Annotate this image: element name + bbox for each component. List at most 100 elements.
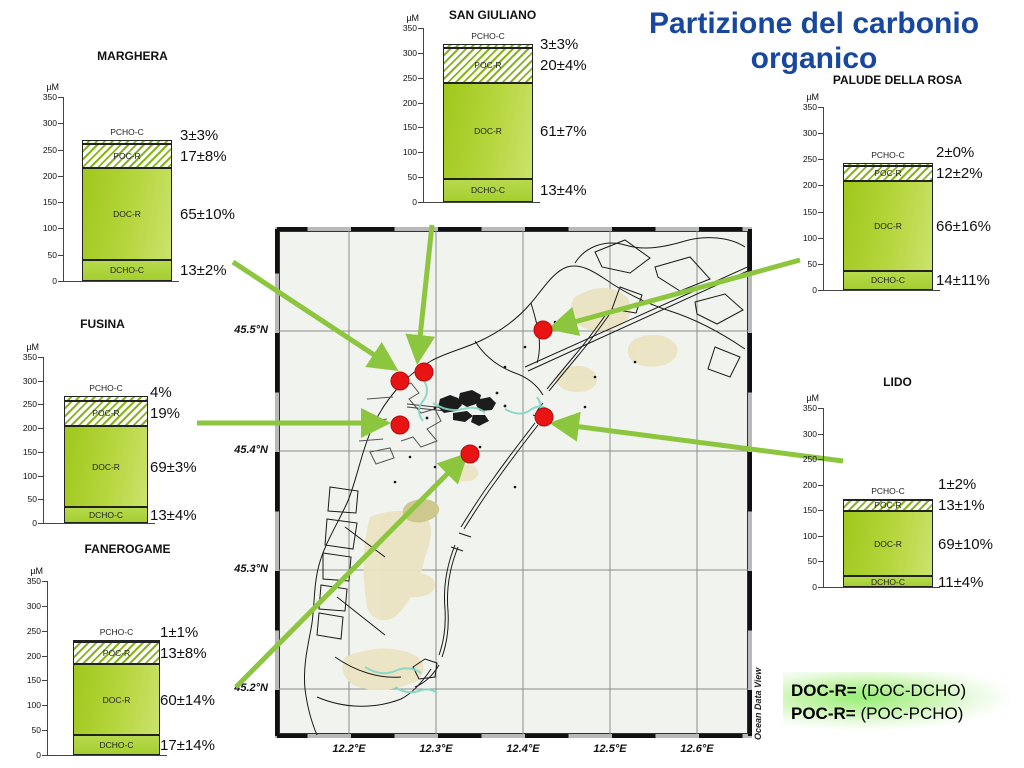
y-tick-mark <box>818 211 823 213</box>
bar-segment-pcho-c <box>843 498 933 501</box>
segment-name-dcho-c: DCHO-C <box>89 510 123 521</box>
lat-label-45.4: 45.4°N <box>234 444 268 456</box>
pct-label-poc-r: 17±8% <box>180 148 227 166</box>
bar-segment-doc-r <box>64 425 148 508</box>
y-tick-mark <box>818 459 823 461</box>
x-base-line <box>47 755 167 756</box>
pct-label-pcho-c: 1±2% <box>938 476 977 494</box>
y-tick-mark <box>818 561 823 563</box>
y-tick-label: 0 <box>32 518 37 528</box>
pct-label-doc-r: 69±10% <box>938 535 993 553</box>
pct-label-dcho-c: 14±11% <box>936 272 990 290</box>
y-tick-label: 200 <box>26 650 41 661</box>
y-tick-mark <box>58 202 63 204</box>
segment-name-pcho-c: PCHO-C <box>471 31 505 42</box>
y-axis-unit: µM <box>26 342 39 352</box>
y-tick-mark <box>818 107 823 108</box>
y-tick-label: 200 <box>42 170 57 181</box>
chart-title-fusina: FUSINA <box>80 317 125 331</box>
y-axis-unit: µM <box>406 13 419 23</box>
pct-label-dcho-c: 11±4% <box>938 573 984 591</box>
y-axis-unit: µM <box>806 393 819 403</box>
slide-title: Partizione del carbonio organico <box>604 6 1024 76</box>
bar-segment-poc-r <box>64 400 148 426</box>
y-tick-mark <box>818 290 823 291</box>
chart-title-marghera: MARGHERA <box>97 49 168 63</box>
y-tick-mark <box>42 730 47 732</box>
slide-title-line1: Partizione del carbonio <box>648 7 980 40</box>
pct-label-poc-r: 12±2% <box>936 165 983 183</box>
legend-poc-term: POC-R= <box>791 704 856 723</box>
y-tick-label: 0 <box>812 582 817 592</box>
lat-label-45.3: 45.3°N <box>234 563 268 575</box>
segment-name-doc-r: DOC-R <box>874 538 902 549</box>
y-tick-label: 350 <box>22 352 37 362</box>
lon-label-12.3: 12.3°E <box>419 743 453 755</box>
pct-label-pcho-c: 4% <box>150 384 172 402</box>
y-tick-label: 200 <box>802 180 817 191</box>
bar-segment-pcho-c <box>443 44 533 48</box>
y-tick-mark <box>818 237 823 239</box>
y-tick-label: 50 <box>31 725 41 736</box>
bar-segment-doc-r <box>82 167 172 260</box>
segment-name-pcho-c: PCHO-C <box>89 382 123 393</box>
y-tick-mark <box>42 705 47 707</box>
slide-title-line2: organico <box>750 42 878 75</box>
y-tick-mark <box>818 133 823 135</box>
pct-label-poc-r: 13±8% <box>160 644 207 662</box>
pct-label-pcho-c: 2±0% <box>936 144 975 162</box>
segment-name-pcho-c: PCHO-C <box>871 149 905 160</box>
y-tick-label: 250 <box>42 144 57 155</box>
legend-doc-def: (DOC-DCHO) <box>856 681 967 700</box>
y-tick-label: 0 <box>812 285 817 295</box>
x-base-line <box>63 281 179 282</box>
y-tick-label: 250 <box>802 454 817 465</box>
y-tick-mark <box>58 123 63 125</box>
pct-label-pcho-c: 1±1% <box>160 623 199 641</box>
segment-name-pcho-c: PCHO-C <box>871 485 905 496</box>
pct-label-pcho-c: 3±3% <box>540 36 579 54</box>
bar-segment-dcho-c <box>64 507 148 523</box>
y-tick-label: 300 <box>402 47 417 58</box>
segment-name-doc-r: DOC-R <box>474 125 502 136</box>
y-tick-label: 250 <box>402 72 417 83</box>
bar-segment-pcho-c <box>843 162 933 166</box>
y-tick-mark <box>42 630 47 632</box>
y-tick-label: 50 <box>807 258 817 269</box>
y-tick-mark <box>418 202 423 203</box>
y-tick-label: 200 <box>22 423 37 434</box>
bar-segment-dcho-c <box>82 259 172 281</box>
chart-fanerogame: FANEROGAME µM 0 50 100 150 200 250 300 350 DCHO-C D… <box>3 542 218 768</box>
ocean-data-view-credit: Ocean Data View <box>753 667 763 740</box>
y-axis-unit: µM <box>30 566 43 576</box>
y-tick-mark <box>58 228 63 230</box>
y-tick-mark <box>42 581 47 582</box>
y-tick-mark <box>58 281 63 282</box>
y-tick-label: 0 <box>412 197 417 207</box>
segment-name-poc-r: POC-R <box>113 151 141 162</box>
pct-label-dcho-c: 13±4% <box>540 182 587 200</box>
y-tick-mark <box>38 428 43 430</box>
chart-palude-della-rosa: PALUDE DELLA ROSA µM 0 50 100 150 200 250 300 350… <box>779 73 994 318</box>
y-axis-line <box>43 357 44 523</box>
lon-label-12.4: 12.4°E <box>506 743 540 755</box>
y-tick-label: 350 <box>26 576 41 586</box>
y-tick-mark <box>818 433 823 435</box>
x-base-line <box>43 523 155 524</box>
bar-segment-doc-r <box>843 181 933 271</box>
bar-segment-pcho-c <box>64 395 148 401</box>
y-tick-label: 300 <box>802 128 817 139</box>
lon-label-12.5: 12.5°E <box>593 743 627 755</box>
legend-box: DOC-R= (DOC-DCHO) POC-R= (POC-PCHO) <box>783 672 1015 732</box>
y-axis-line <box>823 107 824 290</box>
y-tick-mark <box>42 755 47 756</box>
chart-fusina: FUSINA µM 0 50 100 150 200 250 300 350 DCHO-C DOC-R… <box>0 317 214 551</box>
y-tick-label: 350 <box>42 92 57 102</box>
y-tick-label: 100 <box>802 232 817 243</box>
chart-title-palude-della-rosa: PALUDE DELLA ROSA <box>832 73 963 87</box>
y-tick-mark <box>38 357 43 358</box>
y-tick-mark <box>418 28 423 29</box>
segment-name-poc-r: POC-R <box>474 60 502 71</box>
y-axis-line <box>823 408 824 587</box>
